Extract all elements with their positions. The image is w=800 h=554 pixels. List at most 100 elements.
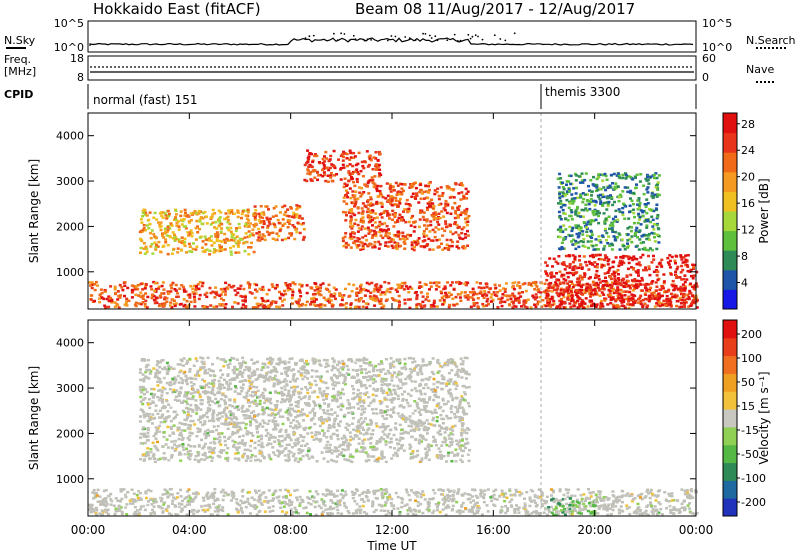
power-cell-5-506 xyxy=(628,191,632,194)
power-cell-5-388 xyxy=(645,188,649,191)
power-cell-5-329 xyxy=(639,209,643,212)
power-cell-6-506 xyxy=(630,296,634,300)
power-cell-4-438 xyxy=(394,199,398,202)
power-cell-6-315 xyxy=(555,288,559,291)
velocity-cell-0-559 xyxy=(415,495,419,498)
power-cell-1-88 xyxy=(145,250,149,254)
power-cell-4-59 xyxy=(451,206,454,209)
power-cell-4-615 xyxy=(394,233,398,237)
power-cell-0-196 xyxy=(460,291,464,294)
power-cell-0-1106 xyxy=(682,294,686,297)
power-cell-1-200 xyxy=(176,251,180,254)
power-cell-0-963 xyxy=(188,293,192,296)
velocity-cell-0-711 xyxy=(153,512,157,515)
power-cell-0-623 xyxy=(198,280,202,284)
power-cell-1-164 xyxy=(152,232,156,236)
power-cell-3-20 xyxy=(371,168,375,171)
power-cell-4-4 xyxy=(351,194,355,197)
power-cell-5-161 xyxy=(577,224,580,227)
velocity-cell-1-136 xyxy=(280,372,284,375)
power-cell-6-31 xyxy=(673,295,677,299)
power-cell-6-74 xyxy=(609,298,613,302)
power-cell-3-100 xyxy=(321,174,325,178)
power-cell-6-54 xyxy=(609,275,613,279)
velocity-cell-0-406 xyxy=(353,500,357,503)
velocity-cell-1-10 xyxy=(213,378,217,382)
power-cell-0-685 xyxy=(170,305,174,309)
velocity-cell-1-92 xyxy=(298,359,302,362)
power-cell-0-978 xyxy=(319,303,323,306)
power-cell-5-9 xyxy=(579,229,583,232)
power-cell-5-72 xyxy=(576,214,580,218)
velocity-cell-1-189 xyxy=(401,405,405,409)
power-cell-3-163 xyxy=(348,172,352,175)
velocity-cell-0-682 xyxy=(635,512,639,515)
power-cell-1-138 xyxy=(243,249,247,253)
velocity-cell-0-617 xyxy=(523,502,527,505)
power-cell-0-248 xyxy=(643,292,647,295)
power-cell-4-471 xyxy=(457,233,461,237)
power-cell-0-731 xyxy=(168,304,172,307)
power-cell-5-234 xyxy=(645,198,649,201)
power-cell-4-368 xyxy=(391,209,395,213)
velocity-cell-0-359 xyxy=(180,507,184,510)
power-cell-6-111 xyxy=(569,290,573,293)
power-cell-0-996 xyxy=(208,286,212,290)
power-cell-2-18 xyxy=(297,216,301,220)
power-cell-0-557 xyxy=(379,297,383,301)
power-cell-1-246 xyxy=(192,211,195,215)
velocity-cell-0-936 xyxy=(186,490,190,493)
power-cell-0-1082 xyxy=(332,295,336,298)
power-cell-5-265 xyxy=(642,184,646,187)
power-cell-0-540 xyxy=(153,289,157,293)
power-cell-2-58 xyxy=(272,207,276,210)
power-cell-1-203 xyxy=(184,225,187,228)
power-cell-0-900 xyxy=(357,300,361,303)
power-cell-5-324 xyxy=(618,193,622,197)
power-cell-0-545 xyxy=(248,286,251,289)
power-cell-0-451 xyxy=(232,284,236,288)
power-cell-1-244 xyxy=(193,209,197,213)
power-cell-3-123 xyxy=(308,152,312,155)
velocity-cell-0-498 xyxy=(130,498,134,501)
power-cell-4-45 xyxy=(409,216,413,220)
power-cell-3-68 xyxy=(376,165,380,169)
power-cell-0-495 xyxy=(368,295,372,298)
power-cell-0-667 xyxy=(305,284,309,287)
velocity-cell-0-685 xyxy=(214,506,218,509)
power-cell-6-190 xyxy=(592,281,596,285)
power-cell-4-576 xyxy=(434,226,438,229)
power-cell-6-79 xyxy=(666,261,670,264)
power-cell-0-195 xyxy=(548,298,552,301)
power-cell-5-201 xyxy=(581,230,585,233)
power-cell-5-538 xyxy=(630,226,634,229)
power-cell-6-432 xyxy=(589,299,593,302)
power-cell-4-300 xyxy=(344,189,348,192)
power-cell-2-38 xyxy=(257,236,261,239)
power-cell-1-226 xyxy=(166,226,170,229)
power-cell-0-433 xyxy=(509,297,513,300)
velocity-cell-0-324 xyxy=(173,497,177,500)
power-cell-4-597 xyxy=(462,226,466,229)
power-cell-1-158 xyxy=(194,211,198,215)
velocity-cell-0-534 xyxy=(606,513,610,517)
power-cell-0-27 xyxy=(136,288,140,291)
nsky-point xyxy=(352,34,355,37)
nsky-point xyxy=(404,36,407,38)
power-cell-6-415 xyxy=(669,273,673,276)
power-cell-0-85 xyxy=(581,283,585,287)
velocity-cell-0-813 xyxy=(172,496,175,499)
power-cell-6-59 xyxy=(595,269,599,273)
velocity-cell-0-122 xyxy=(533,493,537,497)
power-cell-6-370 xyxy=(686,269,690,273)
power-cell-6-540 xyxy=(681,261,685,264)
velocity-cell-0-174 xyxy=(105,503,109,506)
velocity-cell-0-449 xyxy=(166,491,170,495)
velocity-cell-0-441 xyxy=(169,487,173,491)
power-cell-0-1028 xyxy=(169,284,173,287)
power-cell-6-562 xyxy=(580,267,584,270)
power-cell-0-198 xyxy=(158,294,162,298)
power-cell-6-281 xyxy=(630,279,634,282)
power-cell-6-380 xyxy=(680,264,684,268)
power-cell-0-549 xyxy=(366,302,370,306)
